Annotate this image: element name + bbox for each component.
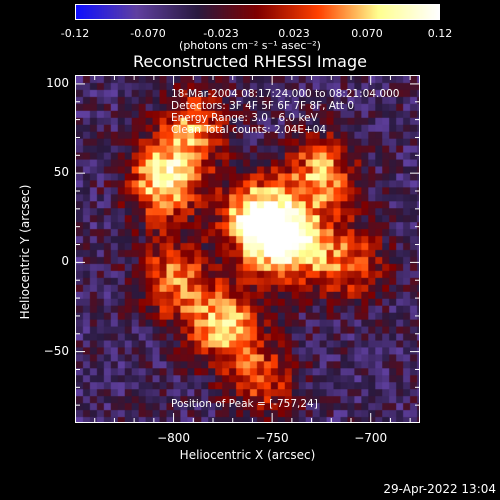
y-axis-label: Heliocentric Y (arcsec) [18,184,32,320]
chart-title: Reconstructed RHESSI Image [133,52,367,71]
plot-area: 18-Mar-2004 08:17:24.000 to 08:21:04.000… [75,75,420,423]
y-tick-label: −50 [43,343,69,358]
annotation-peak: Position of Peak = [-757,24] [171,398,318,410]
annotation-energy: Energy Range: 3.0 - 6.0 keV [171,112,318,124]
x-axis-label: Heliocentric X (arcsec) [179,448,316,462]
annotation-time: 18-Mar-2004 08:17:24.000 to 08:21:04.000 [171,88,400,100]
colorbar-unit-label: (photons cm⁻² s⁻¹ asec⁻²) [179,39,321,52]
annotation-detectors: Detectors: 3F 4F 5F 6F 7F 8F, Att 0 [171,100,355,112]
footer-timestamp: 29-Apr-2022 13:04 [383,482,496,496]
heatmap-image [76,76,419,422]
colorbar-tick-label: -0.023 [203,27,239,40]
x-tick-label: −800 [157,431,191,445]
colorbar-tick-label: 0.070 [351,27,383,40]
colorbar [75,4,440,20]
y-tick-label: 0 [61,254,69,269]
annotation-clean: Clean Total counts: 2.04E+04 [171,124,327,136]
x-tick-label: −750 [255,431,289,445]
y-tick-label: 50 [53,165,69,180]
colorbar-tick-label: -0.070 [130,27,166,40]
colorbar-tick-label: -0.12 [60,27,90,40]
x-tick-label: −700 [354,431,388,445]
colorbar-tick-label: 0.12 [427,27,453,40]
y-tick-label: 100 [46,75,69,90]
colorbar-tick-label: 0.023 [278,27,310,40]
